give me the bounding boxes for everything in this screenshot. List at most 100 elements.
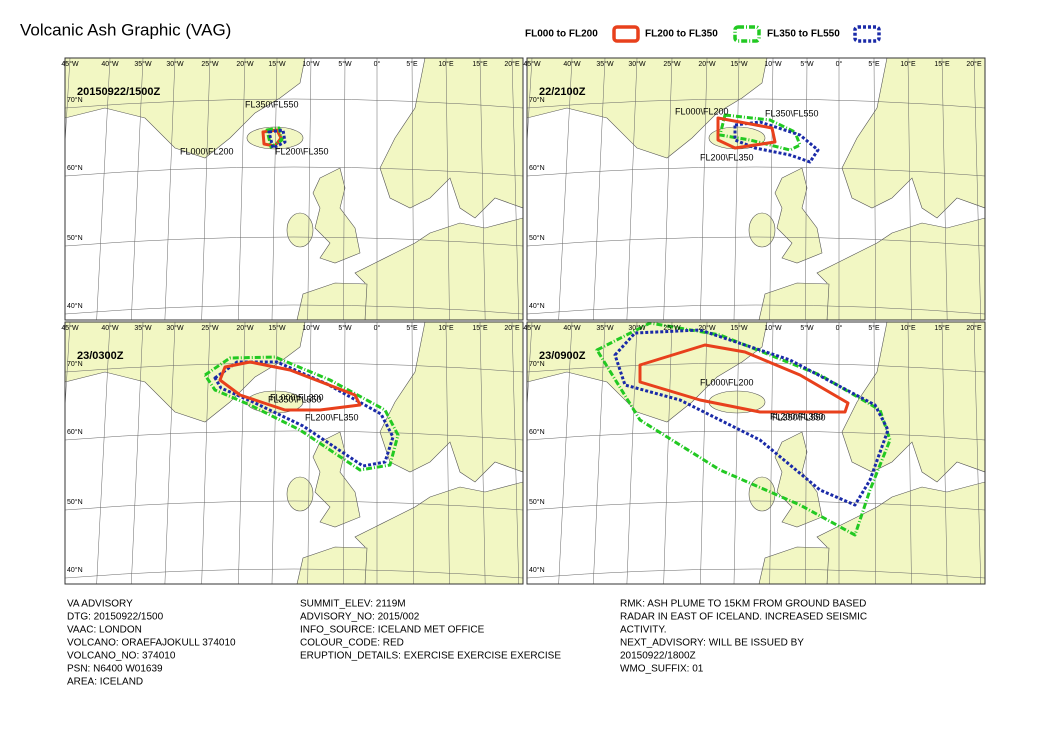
longitude-label: 20°E [966,60,982,68]
meridian [307,322,312,584]
meridian [479,322,486,584]
longitude-label: 35°W [134,324,152,332]
longitude-label: 20°E [504,324,520,332]
longitude-label: 40°W [101,60,119,68]
panel-time: 23/0300Z [77,350,124,362]
meridian [96,58,111,320]
latitude-label: 70°N [529,360,545,368]
title: Volcanic Ash Graphic (VAG) [20,20,231,39]
longitude-label: 40°W [563,60,581,68]
flight-level-label: FL350\FL550 [245,99,299,109]
longitude-label: 25°W [201,60,219,68]
map-content [65,322,523,584]
meridian [271,322,278,584]
ash-area [595,322,892,537]
flight-level-label: FL200\FL350 [305,412,359,422]
longitude-label: 35°W [596,60,614,68]
longitude-label: 25°W [663,324,681,332]
longitude-label: 20°W [236,324,254,332]
longitude-label: 10°W [302,324,320,332]
longitude-label: 10°E [900,324,916,332]
longitude-label: 35°W [134,60,152,68]
latitude-label: 60°N [67,164,83,172]
meridian [445,322,450,584]
meridian [307,58,312,320]
advisory-line: ERUPTION_DETAILS: EXERCISE EXERCISE EXER… [300,651,561,662]
meridian [700,322,708,584]
map-content [527,58,985,320]
meridian [445,58,450,320]
latitude-label: 70°N [67,96,83,104]
panel-border [64,321,524,585]
advisory-text: VA ADVISORY DTG: 20150922/1500 VAAC: LONDO… [67,599,867,688]
longitude-label: 0° [836,324,843,332]
latitude-label: 50°N [529,234,545,242]
meridian [873,322,876,584]
map-panel: 45°W 40°W 35°W 30°W 25°W 20°W 15°W 10°W 5°W 0° 5°E… [523,321,986,585]
advisory-line: RADAR IN EAST OF ICELAND. INCREASED SEIS… [620,612,867,623]
longitude-label: 30°W [628,324,646,332]
advisory-line: ACTIVITY. [620,625,667,636]
longitude-label: 15°W [730,324,748,332]
advisory-line: 20150922/1800Z [620,651,696,662]
meridian [907,58,912,320]
advisory-line: COLOUR_CODE: RED [300,638,404,649]
longitude-label: 10°E [900,60,916,68]
meridian [527,322,533,412]
meridian [907,322,912,584]
longitude-label: 20°E [966,324,982,332]
latitude-label: 70°N [67,360,83,368]
legend-label: FL000 to FL200 [525,29,598,40]
latitude-label: 40°N [67,302,83,310]
parallel [65,430,523,441]
meridian [96,322,111,584]
meridian [343,58,346,320]
parallel [527,430,985,441]
meridian [733,322,740,584]
advisory-line: WMO_SUFFIX: 01 [620,664,704,675]
longitude-label: 0° [374,60,381,68]
flight-level-label: FL200\FL350 [700,152,754,162]
parallel [527,166,985,177]
meridian [873,58,876,320]
meridian [411,58,414,320]
meridian [973,58,981,320]
meridian [663,58,673,320]
latitude-label: 50°N [67,498,83,506]
ash-area [218,360,362,412]
parallel [65,98,523,109]
meridian [769,58,774,320]
meridian [511,58,519,320]
meridian [769,322,774,584]
longitude-label: 10°E [438,324,454,332]
flight-level-label: FL200\FL350 [770,411,824,421]
legend-swatch [733,25,761,43]
meridian [973,322,981,584]
ash-area [267,128,287,150]
longitude-label: 15°E [934,324,950,332]
parallel [527,236,985,247]
legend-label: FL200 to FL350 [645,29,718,40]
longitude-label: 20°E [504,60,520,68]
longitude-label: 45°W [523,60,541,68]
legend-swatch [853,25,881,43]
parallel [527,98,985,109]
panel-border [64,57,524,321]
advisory-line: VOLCANO_NO: 374010 [67,651,176,662]
longitude-label: 15°W [268,324,286,332]
meridian [201,58,211,320]
longitude-label: 20°W [698,60,716,68]
flight-level-label: FL000\FL200 [700,377,754,387]
longitude-label: 10°W [764,324,782,332]
longitude-label: 10°W [764,60,782,68]
parallel [65,568,523,579]
longitude-label: 35°W [596,324,614,332]
advisory-line: VOLCANO: ORAEFAJOKULL 374010 [67,638,236,649]
latitude-label: 50°N [67,234,83,242]
meridian [238,58,246,320]
longitude-label: 40°W [563,324,581,332]
advisory-line: INFO_SOURCE: ICELAND MET OFFICE [300,625,485,636]
longitude-label: 15°E [472,60,488,68]
ash-area [718,113,802,152]
map-panel: 45°W 40°W 35°W 30°W 25°W 20°W 15°W 10°W 5°W 0° 5°E… [523,57,986,321]
